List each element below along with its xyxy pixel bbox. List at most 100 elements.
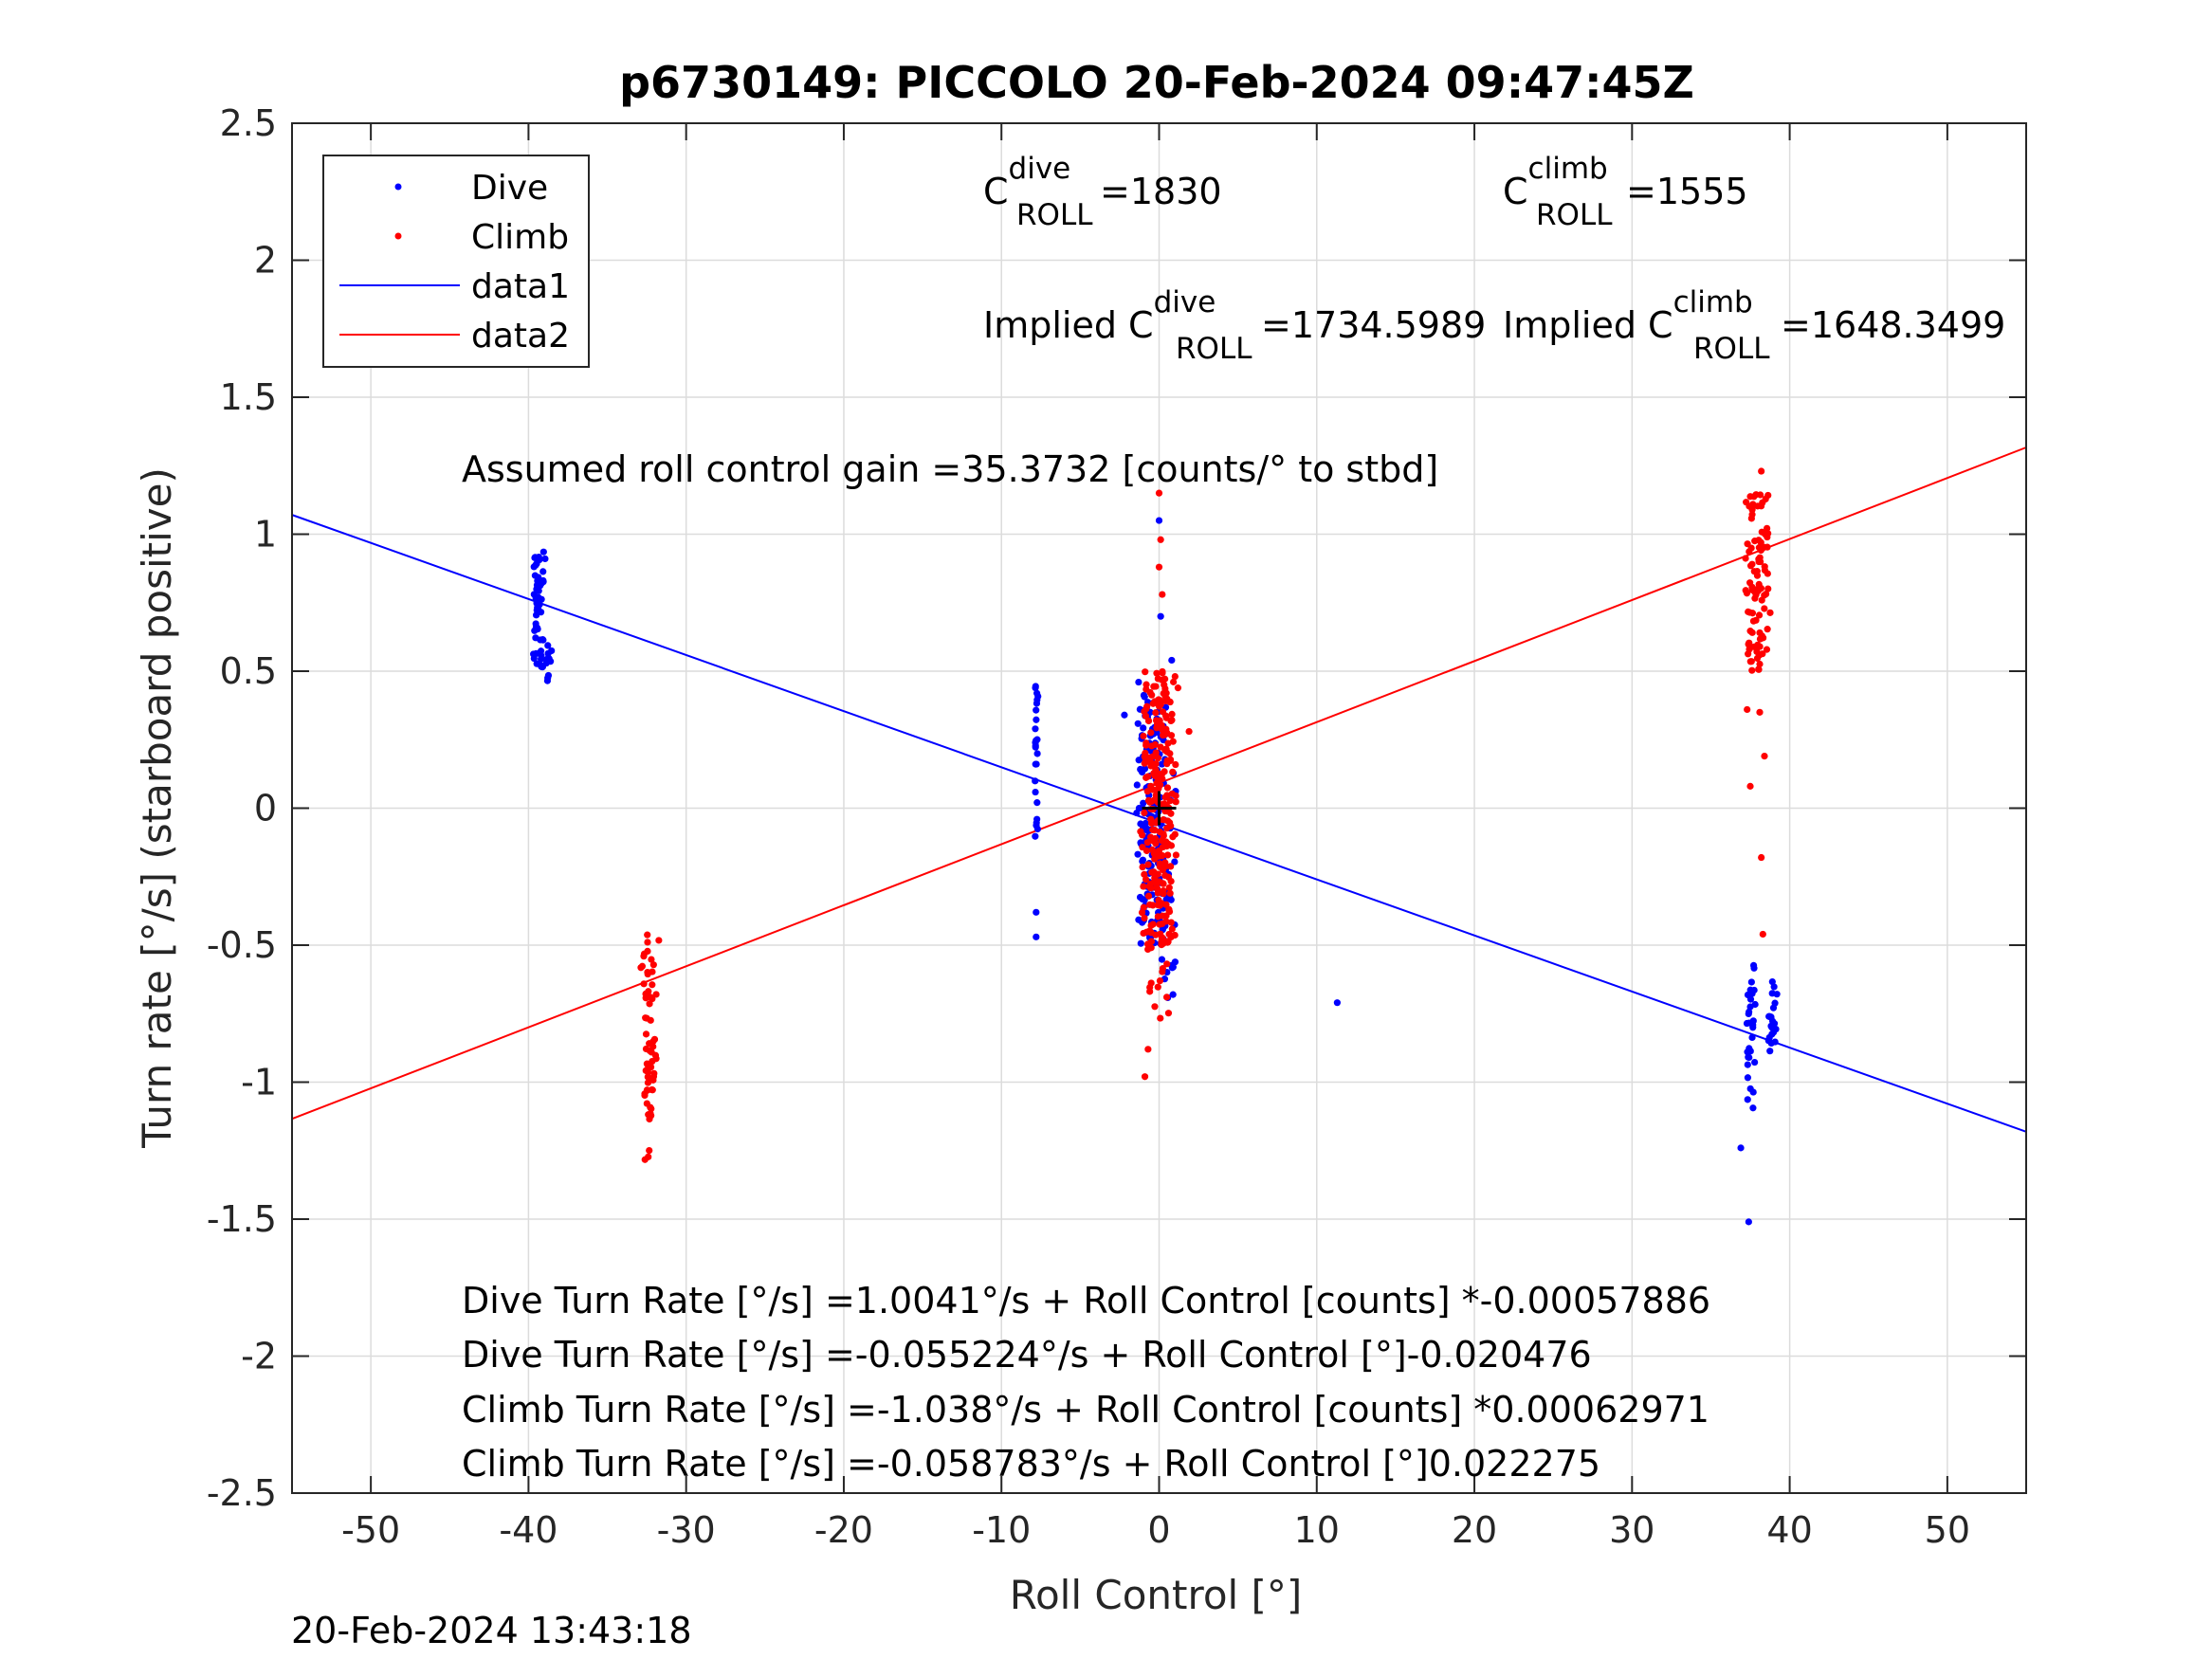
climb-point — [1748, 666, 1756, 674]
climb-point — [1756, 554, 1764, 561]
x-tick-label: 40 — [1766, 1509, 1812, 1551]
climb-point — [644, 947, 651, 956]
climb-point — [1760, 543, 1767, 551]
x-tick-label: 0 — [1147, 1509, 1170, 1551]
dive-point — [1743, 1019, 1751, 1028]
climb-point — [1141, 809, 1148, 816]
climb-point — [1156, 860, 1163, 867]
climb-point — [644, 1068, 652, 1076]
dive-point — [533, 660, 540, 667]
climb-point — [1149, 826, 1157, 833]
dive-point — [1744, 1061, 1751, 1068]
climb-point — [1153, 717, 1161, 724]
climb-point — [1147, 782, 1155, 790]
climb-point — [1159, 968, 1166, 975]
series-climb — [637, 467, 1774, 1163]
climb-point — [1159, 669, 1166, 677]
climb-point — [1156, 852, 1163, 860]
climb-point — [1161, 871, 1169, 880]
dive-point — [535, 574, 542, 581]
dive-point — [1135, 916, 1143, 923]
c-roll-climb-sub: ROLL — [1536, 198, 1613, 232]
climb-point — [1155, 878, 1162, 885]
climb-point — [1755, 665, 1763, 673]
dive-point — [1133, 781, 1141, 789]
climb-point — [1154, 983, 1161, 991]
climb-point — [637, 964, 645, 972]
dive-point — [1033, 933, 1040, 940]
climb-point — [1141, 1073, 1149, 1081]
dive-point — [1746, 1008, 1753, 1016]
climb-point — [1144, 773, 1152, 780]
dive-point — [1032, 760, 1039, 768]
climb-point — [1153, 724, 1161, 732]
climb-point — [1172, 798, 1179, 806]
climb-point — [1761, 592, 1768, 599]
x-tick-label: 30 — [1609, 1509, 1654, 1551]
dive-point — [1765, 1033, 1773, 1042]
dive-point — [1765, 1012, 1773, 1020]
dive-point — [539, 636, 547, 644]
climb-point — [644, 939, 651, 946]
y-tick-labels: -2.5 -2 -1.5 -1 -0.5 0 0.5 1 1.5 2 2.5 — [207, 102, 277, 1514]
dive-point — [1134, 850, 1142, 858]
dive-point — [541, 555, 549, 563]
dive-point — [1745, 1053, 1752, 1061]
axis-ticks — [292, 122, 2026, 1494]
climb-point — [1748, 511, 1756, 519]
c-roll-dive-value: =1830 — [1100, 171, 1222, 212]
climb-point — [1156, 702, 1163, 710]
climb-point — [1159, 731, 1167, 739]
dive-point — [1737, 1144, 1745, 1152]
climb-point — [1151, 698, 1160, 705]
climb-point — [1140, 883, 1147, 890]
climb-point — [652, 991, 660, 998]
climb-point — [1151, 740, 1159, 749]
climb-point — [1154, 775, 1161, 783]
roll-gain-annotation: Assumed roll control gain =35.3732 [coun… — [462, 448, 1438, 490]
climb-point — [1160, 939, 1167, 947]
climb-point — [1168, 925, 1176, 933]
climb-point — [1743, 590, 1751, 597]
climb-point — [1168, 790, 1176, 797]
climb-point — [1759, 634, 1767, 642]
climb-point — [1167, 863, 1175, 870]
climb-point — [645, 988, 652, 995]
climb-point — [1159, 591, 1166, 598]
climb-point — [644, 931, 651, 939]
climb-point — [1147, 762, 1155, 770]
climb-point — [1161, 712, 1170, 720]
climb-point — [1149, 837, 1157, 845]
dive-point — [1033, 908, 1040, 916]
y-tick-label: -0.5 — [207, 924, 277, 966]
climb-point — [1160, 831, 1167, 840]
y-tick-label: -1 — [241, 1062, 277, 1103]
climb-point — [1761, 605, 1768, 612]
dive-point — [1137, 939, 1144, 947]
legend-climb-label: Climb — [471, 218, 569, 257]
dive-point — [1135, 678, 1143, 686]
dive-point — [1744, 1096, 1751, 1103]
climb-point — [1147, 819, 1156, 828]
climb-point — [646, 1000, 653, 1008]
climb-point — [1155, 847, 1163, 854]
dive-point — [536, 582, 544, 590]
climb-point — [1167, 877, 1175, 885]
climb-point — [1755, 580, 1763, 588]
dive-point — [535, 587, 542, 594]
climb-point — [641, 1156, 649, 1163]
y-tick-label: 0 — [254, 788, 277, 830]
climb-point — [1151, 1003, 1159, 1011]
y-tick-label: -2 — [241, 1336, 277, 1377]
climb-point — [640, 980, 648, 988]
climb-point — [1162, 994, 1171, 1001]
climb-point — [648, 956, 655, 963]
climb-point — [1145, 883, 1153, 890]
dive-point — [1141, 693, 1148, 701]
c-roll-dive-label: Cdive — [983, 152, 1070, 212]
climb-point — [1743, 499, 1750, 506]
climb-point — [1764, 626, 1771, 633]
climb-point — [655, 937, 663, 944]
dive-point — [533, 607, 540, 614]
